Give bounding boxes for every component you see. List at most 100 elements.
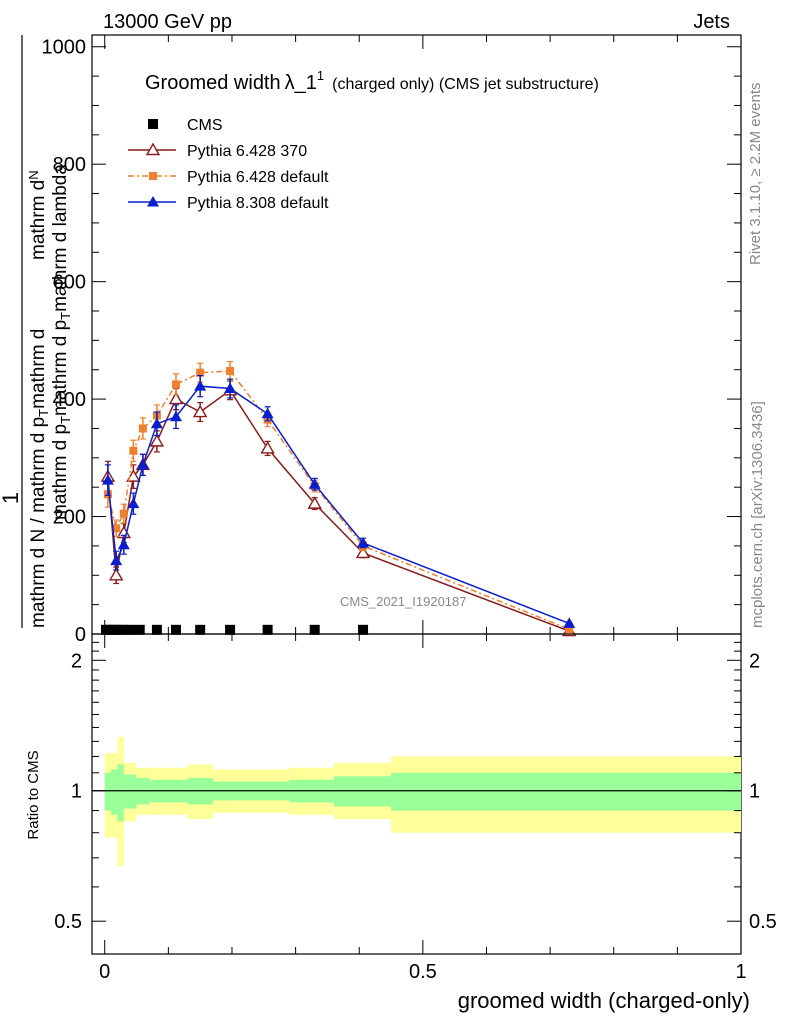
data-point-filled-triangle bbox=[563, 617, 576, 628]
data-point-square bbox=[309, 624, 320, 635]
series-cms bbox=[100, 624, 369, 635]
ratio-axes: 0.5 0.5 1 1 2 2 0 0.5 1 bbox=[54, 634, 777, 983]
legend-label: Pythia 6.428 default bbox=[187, 169, 329, 186]
ratio-y-tick-label-right: 0.5 bbox=[749, 911, 777, 933]
series-line bbox=[107, 385, 570, 625]
data-point-open-triangle bbox=[192, 404, 208, 418]
data-point-filled-square bbox=[129, 446, 138, 455]
legend-entry: Pythia 6.428 370 bbox=[128, 142, 307, 160]
legend-label: CMS bbox=[187, 117, 223, 134]
band-bin bbox=[391, 772, 741, 811]
main-series-group bbox=[100, 360, 577, 637]
data-point-filled-triangle bbox=[150, 417, 163, 429]
header-jets-label: Jets bbox=[693, 11, 730, 33]
header-energy-label: 13000 GeV pp bbox=[103, 11, 232, 33]
legend-entry: CMS bbox=[148, 117, 223, 134]
band-bin bbox=[123, 774, 137, 809]
series-line bbox=[107, 389, 570, 632]
data-point-filled-triangle bbox=[110, 554, 123, 566]
main-y-tick-label: 0 bbox=[75, 624, 86, 646]
data-point-filled-square bbox=[565, 625, 574, 634]
ratio-y-tick-label: 2 bbox=[71, 650, 82, 672]
data-point-filled-square bbox=[119, 509, 128, 518]
data-point-filled-square bbox=[112, 524, 121, 533]
band-bin bbox=[333, 776, 392, 807]
data-point-filled-triangle bbox=[224, 382, 237, 394]
data-point-filled-triangle bbox=[357, 536, 370, 548]
data-point-open-triangle bbox=[145, 142, 161, 156]
x-tick-label: 1 bbox=[735, 961, 746, 983]
data-point-filled-triangle bbox=[101, 474, 114, 485]
band-bin bbox=[111, 769, 118, 815]
data-point-filled-square bbox=[196, 368, 205, 377]
legend-label: Pythia 8.308 default bbox=[187, 195, 329, 212]
legend-entry: Pythia 6.428 default bbox=[128, 169, 329, 186]
y-label-denominator-text: mathrm dN bbox=[26, 170, 49, 260]
title-symbol: λ_1 bbox=[285, 72, 317, 94]
data-point-square bbox=[195, 624, 206, 635]
y-label-one: 1 bbox=[0, 492, 23, 504]
main-y-tick-label: 400 bbox=[53, 389, 86, 411]
data-point-square bbox=[170, 624, 181, 635]
data-point-square bbox=[134, 624, 145, 635]
data-point-open-triangle bbox=[126, 469, 141, 482]
data-point-open-triangle bbox=[168, 391, 184, 405]
data-point-square bbox=[225, 624, 236, 635]
data-point-square bbox=[118, 624, 129, 635]
ratio-y-tick-label: 1 bbox=[71, 781, 82, 803]
data-point-square bbox=[262, 624, 273, 635]
legend: CMS Pythia 6.428 370 Pythia 6.428 default P… bbox=[128, 117, 329, 212]
main-y-tick-label: 600 bbox=[53, 272, 86, 294]
title-superscript: 1 bbox=[317, 68, 324, 83]
data-point-filled-triangle bbox=[194, 380, 207, 391]
data-point-square bbox=[125, 624, 136, 635]
y-label-sub-t: T bbox=[36, 409, 51, 417]
ratio-bands-group bbox=[104, 737, 741, 867]
data-point-square bbox=[113, 624, 124, 635]
data-point-square bbox=[358, 624, 369, 635]
data-point-filled-square bbox=[149, 172, 157, 180]
data-point-filled-triangle bbox=[117, 538, 130, 550]
ratio-y-tick-label: 0.5 bbox=[54, 911, 82, 933]
data-point-filled-triangle bbox=[136, 458, 149, 470]
ratio-y-axis-label: Ratio to CMS bbox=[25, 750, 42, 839]
main-y-tick-label: 200 bbox=[53, 507, 86, 529]
data-point-square bbox=[148, 119, 158, 129]
ratio-y-tick-label-right: 1 bbox=[749, 781, 760, 803]
rivet-version-label: Rivet 3.1.10, ≥ 2.2M events bbox=[747, 83, 764, 266]
data-point-filled-square bbox=[171, 380, 180, 389]
ratio-y-tick-label-right: 2 bbox=[749, 650, 760, 672]
main-y-tick-label: 800 bbox=[53, 154, 86, 176]
title-main: Groomed width bbox=[145, 72, 281, 94]
band-bin bbox=[104, 772, 112, 811]
legend-label: Pythia 6.428 370 bbox=[187, 143, 307, 160]
data-point-filled-triangle bbox=[147, 196, 159, 207]
y-label-numerator-text: mathrm d N / mathrm d pTmathrm d bbox=[28, 329, 51, 628]
data-point-open-triangle bbox=[355, 545, 371, 559]
x-tick-label: 0 bbox=[99, 961, 110, 983]
data-point-filled-triangle bbox=[261, 407, 274, 419]
data-point-filled-triangle bbox=[169, 410, 182, 422]
main-axes: 0 200 400 600 800 1000 bbox=[42, 35, 742, 646]
main-y-tick-label: 1000 bbox=[42, 37, 87, 59]
chart-title: Groomed width λ_11 (charged only) (CMS jet… bbox=[145, 68, 599, 94]
data-point-open-triangle bbox=[260, 441, 275, 454]
y-label-sup-n: N bbox=[26, 170, 41, 179]
title-rest: (charged only) (CMS jet substructure) bbox=[332, 76, 599, 93]
data-point-filled-triangle bbox=[308, 478, 321, 489]
data-point-filled-triangle bbox=[127, 497, 140, 509]
series-pythia-8-308-default bbox=[101, 375, 576, 628]
mcplots-label: mcplots.cern.ch [arXiv:1306.3436] bbox=[749, 401, 766, 628]
legend-entry: Pythia 8.308 default bbox=[128, 195, 329, 212]
y-label-dpt-text: mathrm d pTmathrm d pTmathrm d lambda bbox=[50, 164, 73, 520]
main-y-axis-label: 1 mathrm d N / mathrm d pTmathrm d mathr… bbox=[0, 35, 73, 628]
data-point-open-triangle bbox=[108, 567, 124, 581]
data-point-filled-square bbox=[138, 424, 147, 433]
data-point-open-triangle bbox=[307, 496, 322, 509]
x-axis-label: groomed width (charged-only) bbox=[458, 988, 750, 1013]
data-point-open-triangle bbox=[149, 433, 165, 447]
analysis-watermark: CMS_2021_I1920187 bbox=[340, 594, 467, 609]
x-tick-label: 0.5 bbox=[409, 961, 437, 983]
data-point-square bbox=[151, 624, 162, 635]
data-point-filled-square bbox=[226, 366, 235, 375]
